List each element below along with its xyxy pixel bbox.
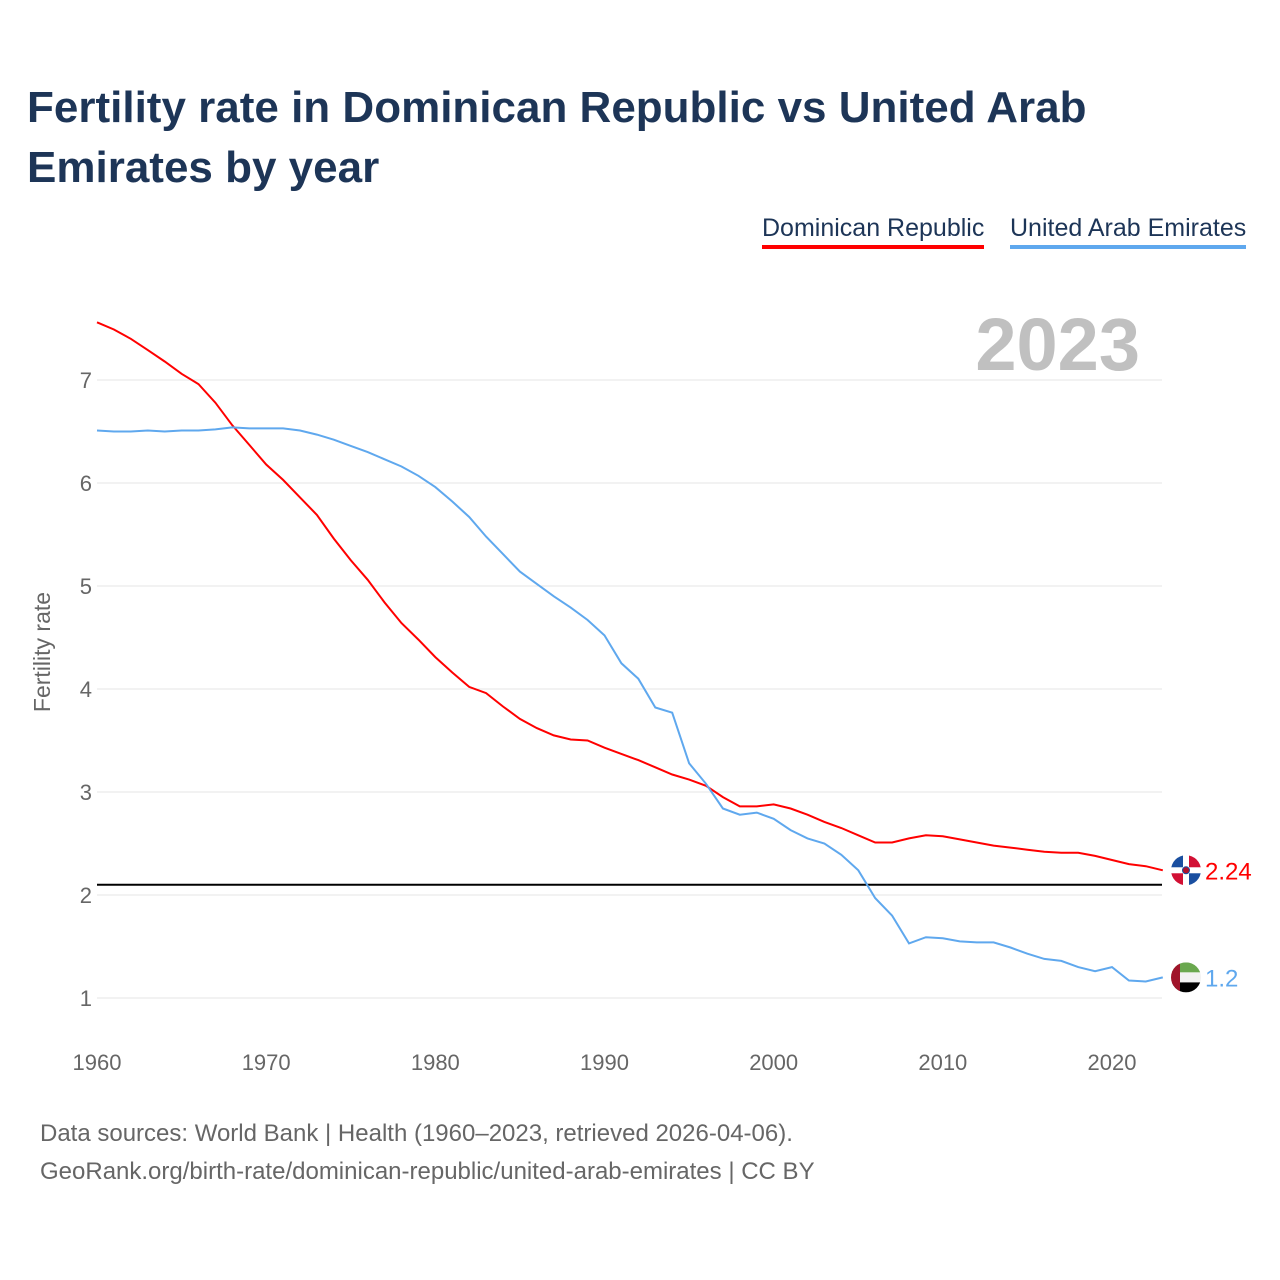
x-tick-label: 2000	[749, 1050, 798, 1075]
x-tick-label: 1990	[580, 1050, 629, 1075]
y-tick-label: 7	[80, 368, 92, 393]
x-tick-label: 1980	[411, 1050, 460, 1075]
y-axis-label: Fertility rate	[29, 592, 55, 712]
y-tick-label: 3	[80, 780, 92, 805]
x-tick-label: 1960	[73, 1050, 122, 1075]
footer-credit[interactable]: GeoRank.org/birth-rate/dominican-republi…	[40, 1158, 815, 1185]
series-line-uae	[96, 426, 1164, 983]
y-tick-label: 2	[80, 883, 92, 908]
y-tick-label: 4	[80, 677, 92, 702]
dominican-republic-flag-icon	[1171, 855, 1201, 886]
x-tick-label: 2010	[918, 1050, 967, 1075]
y-tick-label: 6	[80, 471, 92, 496]
footer-sources: Data sources: World Bank | Health (1960–…	[40, 1120, 793, 1147]
end-value-label: 2.24	[1205, 858, 1252, 885]
series-line-dominican-republic	[96, 321, 1164, 872]
x-tick-label: 1970	[242, 1050, 291, 1075]
end-value-label: 1.2	[1205, 965, 1238, 992]
chart-title: Fertility rate in Dominican Republic vs …	[27, 83, 1087, 192]
legend-dominican-republic[interactable]: Dominican Republic	[762, 214, 985, 249]
y-tick-label: 1	[80, 986, 92, 1011]
year-watermark: 2023	[975, 303, 1140, 386]
legend-united-arab-emirates[interactable]: United Arab Emirates	[1010, 214, 1247, 249]
y-tick-label: 5	[80, 574, 92, 599]
x-tick-label: 2020	[1088, 1050, 1137, 1075]
uae-flag-icon	[1171, 962, 1201, 993]
